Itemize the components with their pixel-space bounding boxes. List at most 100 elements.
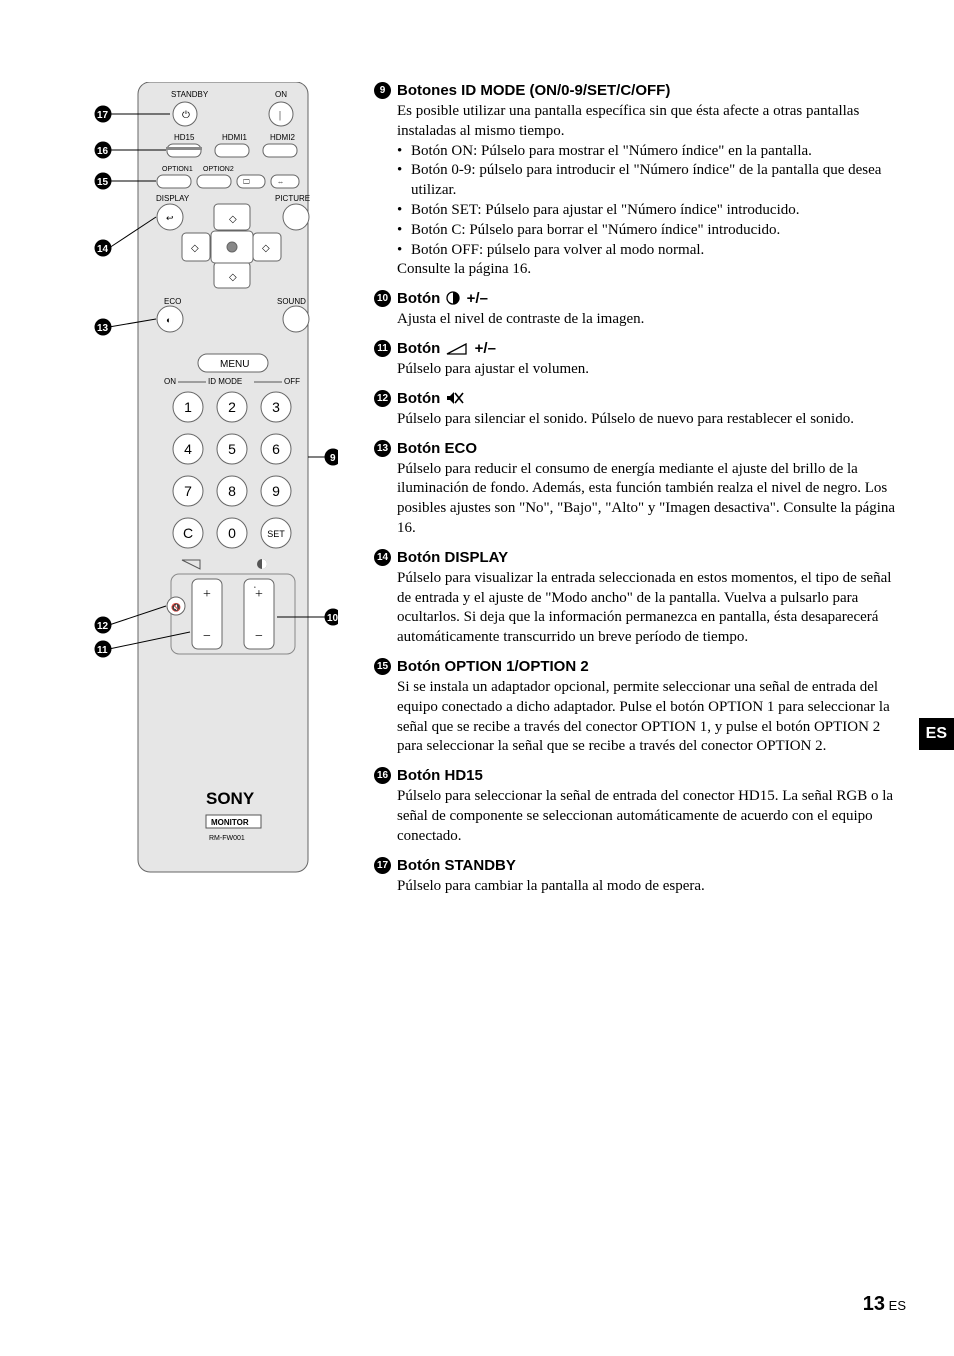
svg-text:8: 8 <box>228 483 236 499</box>
svg-text:MONITOR: MONITOR <box>211 818 249 827</box>
callout-17-icon: 17 <box>374 857 391 874</box>
section-11: 11 Botón +/– Púlselo para ajustar el vol… <box>374 340 906 380</box>
svg-text:3: 3 <box>272 399 280 415</box>
svg-text:OPTION1: OPTION1 <box>162 166 193 173</box>
svg-text:SOUND: SOUND <box>277 297 306 306</box>
section-9-title: Botones ID MODE (ON/0-9/SET/C/OFF) <box>397 82 670 99</box>
svg-text:+: + <box>203 587 211 602</box>
svg-text:STANDBY: STANDBY <box>171 90 209 99</box>
callout-9-icon: 9 <box>374 82 391 99</box>
section-13-body: Púlselo para reducir el consumo de energ… <box>374 460 906 539</box>
mute-icon <box>446 391 464 405</box>
svg-text:6: 6 <box>272 441 280 457</box>
svg-text:14: 14 <box>97 244 109 255</box>
section-9-tail: Consulte la página 16. <box>397 260 906 280</box>
svg-text:🖵: 🖵 <box>243 178 250 186</box>
callout-14-icon: 14 <box>374 549 391 566</box>
section-15: 15 Botón OPTION 1/OPTION 2 Si se instala… <box>374 658 906 757</box>
section-12-title: Botón <box>397 390 466 407</box>
section-10: 10 Botón +/– Ajusta el nivel de contrast… <box>374 290 906 330</box>
section-16-body: Púlselo para seleccionar la señal de ent… <box>374 787 906 846</box>
svg-text:PICTURE: PICTURE <box>275 194 310 203</box>
section-16: 16 Botón HD15 Púlselo para seleccionar l… <box>374 767 906 846</box>
svg-text:◇: ◇ <box>262 243 270 254</box>
section-15-body: Si se instala un adaptador opcional, per… <box>374 678 906 757</box>
svg-text:•: • <box>254 586 256 591</box>
svg-text:◇: ◇ <box>191 243 199 254</box>
svg-text:ID MODE: ID MODE <box>208 377 242 386</box>
svg-text:ON: ON <box>275 90 287 99</box>
callout-10-icon: 10 <box>374 290 391 307</box>
svg-text:ECO: ECO <box>164 297 181 306</box>
svg-text:1: 1 <box>184 399 192 415</box>
svg-text:C: C <box>183 525 193 541</box>
svg-text:MENU: MENU <box>220 359 249 370</box>
svg-text:|: | <box>279 110 281 121</box>
svg-text:HDMI2: HDMI2 <box>270 133 295 142</box>
svg-text:OFF: OFF <box>284 377 300 386</box>
svg-text:12: 12 <box>97 621 109 632</box>
svg-text:RM-FW001: RM-FW001 <box>209 835 245 842</box>
svg-text:SET: SET <box>267 529 285 539</box>
callout-16-icon: 16 <box>374 767 391 784</box>
volume-icon <box>446 343 468 355</box>
callout-12-icon: 12 <box>374 390 391 407</box>
callout-11-icon: 11 <box>374 340 391 357</box>
svg-text:◐: ◐ <box>166 315 171 325</box>
section-9: 9 Botones ID MODE (ON/0-9/SET/C/OFF) Es … <box>374 82 906 280</box>
section-14-title: Botón DISPLAY <box>397 549 508 566</box>
section-17: 17 Botón STANDBY Púlselo para cambiar la… <box>374 857 906 897</box>
svg-text:17: 17 <box>97 110 109 121</box>
svg-text:15: 15 <box>97 177 109 188</box>
svg-text:↩: ↩ <box>166 213 174 223</box>
section-14-body: Púlselo para visualizar la entrada selec… <box>374 569 906 648</box>
section-17-title: Botón STANDBY <box>397 857 516 874</box>
svg-text:+: + <box>255 587 263 602</box>
section-15-title: Botón OPTION 1/OPTION 2 <box>397 658 589 675</box>
svg-text:10: 10 <box>327 613 338 624</box>
svg-text:HD15: HD15 <box>174 133 195 142</box>
svg-text:2: 2 <box>228 399 236 415</box>
svg-text:5: 5 <box>228 441 236 457</box>
callout-13-icon: 13 <box>374 440 391 457</box>
svg-text:HDMI1: HDMI1 <box>222 133 247 142</box>
svg-text:⇔: ⇔ <box>277 178 284 186</box>
svg-text:◇: ◇ <box>229 272 237 283</box>
svg-text:9: 9 <box>330 453 336 464</box>
section-9-bullets: Botón ON: Púlselo para mostrar el "Númer… <box>397 142 906 261</box>
section-12-body: Púlselo para silenciar el sonido. Púlsel… <box>374 410 906 430</box>
section-16-title: Botón HD15 <box>397 767 483 784</box>
svg-text:🔇: 🔇 <box>171 602 181 612</box>
svg-text:11: 11 <box>97 645 108 656</box>
svg-text:⏻: ⏻ <box>182 110 190 121</box>
section-14: 14 Botón DISPLAY Púlselo para visualizar… <box>374 549 906 648</box>
section-17-body: Púlselo para cambiar la pantalla al modo… <box>374 877 906 897</box>
remote-diagram: STANDBY ON ⏻ | HD15 HDMI1 HDMI2 OPTION1 … <box>48 82 338 906</box>
section-13-title: Botón ECO <box>397 440 477 457</box>
svg-text:OPTION2: OPTION2 <box>203 166 234 173</box>
svg-text:4: 4 <box>184 441 192 457</box>
svg-text:−: − <box>255 629 263 644</box>
section-11-body: Púlselo para ajustar el volumen. <box>374 360 906 380</box>
section-11-title: Botón +/– <box>397 340 496 357</box>
contrast-icon <box>446 291 460 305</box>
svg-text:16: 16 <box>97 146 109 157</box>
section-10-body: Ajusta el nivel de contraste de la image… <box>374 310 906 330</box>
content-column: 9 Botones ID MODE (ON/0-9/SET/C/OFF) Es … <box>374 82 906 906</box>
svg-text:ON: ON <box>164 377 176 386</box>
page-number: 13 ES <box>863 1293 906 1316</box>
svg-text:13: 13 <box>97 323 109 334</box>
section-13: 13 Botón ECO Púlselo para reducir el con… <box>374 440 906 539</box>
svg-text:9: 9 <box>272 483 280 499</box>
callout-15-icon: 15 <box>374 658 391 675</box>
svg-text:0: 0 <box>228 525 236 541</box>
svg-text:−: − <box>203 629 211 644</box>
svg-text:◇: ◇ <box>229 214 237 225</box>
svg-text:SONY: SONY <box>206 789 255 808</box>
svg-text:DISPLAY: DISPLAY <box>156 194 190 203</box>
svg-text:7: 7 <box>184 483 192 499</box>
section-9-lead: Es posible utilizar una pantalla específ… <box>397 102 906 142</box>
section-12: 12 Botón Púlselo para silenciar el sonid… <box>374 390 906 430</box>
language-tab: ES <box>919 718 954 750</box>
section-10-title: Botón +/– <box>397 290 488 307</box>
